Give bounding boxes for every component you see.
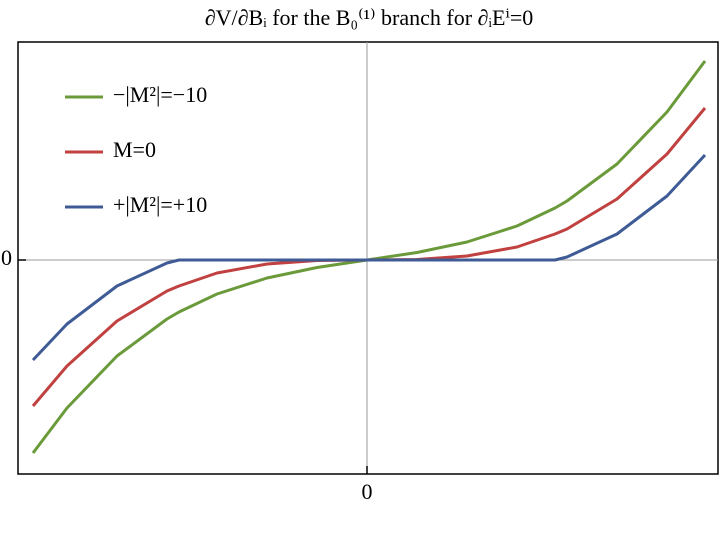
- legend-label: +|M²|=+10: [113, 192, 207, 217]
- chart-title: ∂V/∂Bᵢ for the B₀⁽¹⁾ branch for ∂ᵢEⁱ=0: [205, 5, 534, 30]
- plot-frame: [17, 41, 719, 475]
- x-tick-label: 0: [362, 479, 373, 504]
- legend-label: M=0: [113, 137, 156, 162]
- y-tick-label: 0: [1, 245, 12, 270]
- legend-label: −|M²|=−10: [113, 82, 207, 107]
- series-line: [31, 153, 707, 362]
- series-line: [31, 60, 707, 454]
